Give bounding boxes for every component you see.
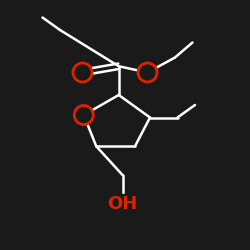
Circle shape [73,63,92,82]
Text: OH: OH [108,195,138,213]
Circle shape [138,63,157,82]
Bar [105,194,140,211]
Circle shape [74,106,93,124]
